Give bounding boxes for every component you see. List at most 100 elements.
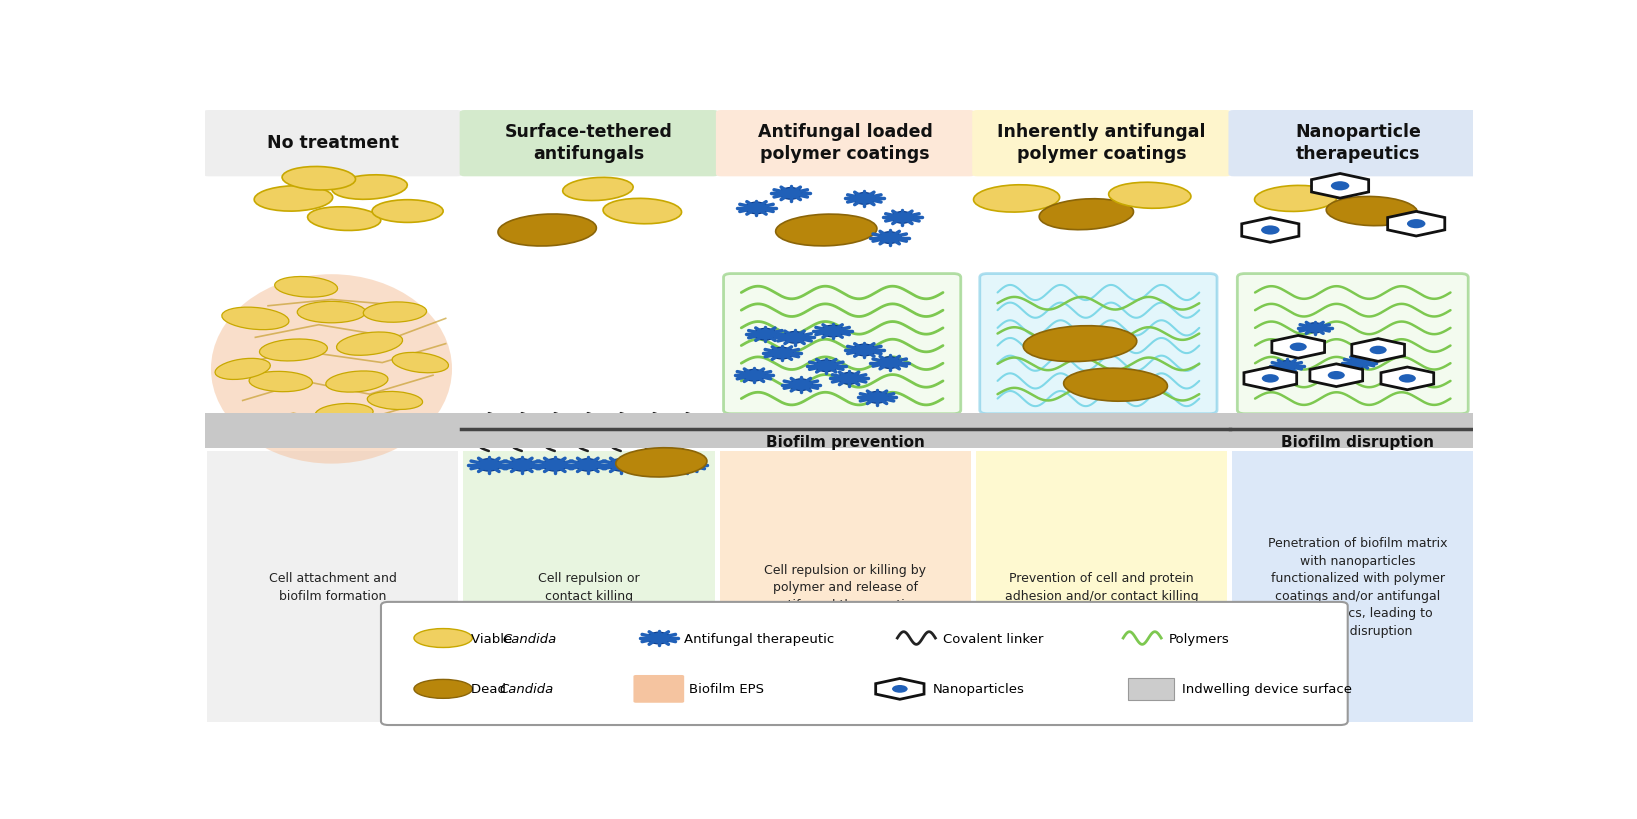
Polygon shape bbox=[1311, 174, 1369, 199]
FancyBboxPatch shape bbox=[972, 111, 1231, 177]
Text: Inherently antifungal
polymer coatings: Inherently antifungal polymer coatings bbox=[997, 123, 1206, 163]
Text: Candida: Candida bbox=[499, 682, 553, 695]
FancyBboxPatch shape bbox=[715, 111, 974, 177]
FancyBboxPatch shape bbox=[1128, 677, 1174, 700]
Circle shape bbox=[853, 193, 876, 205]
Circle shape bbox=[820, 326, 845, 337]
Ellipse shape bbox=[214, 359, 270, 380]
Text: Antifungal loaded
polymer coatings: Antifungal loaded polymer coatings bbox=[758, 123, 933, 163]
Circle shape bbox=[476, 459, 501, 472]
Polygon shape bbox=[1310, 364, 1362, 387]
Circle shape bbox=[609, 459, 634, 472]
Circle shape bbox=[1305, 324, 1324, 333]
Ellipse shape bbox=[211, 275, 452, 464]
Circle shape bbox=[853, 345, 876, 356]
Circle shape bbox=[1398, 374, 1416, 383]
Circle shape bbox=[1290, 343, 1306, 351]
Text: Biofilm disruption: Biofilm disruption bbox=[1282, 434, 1434, 450]
Ellipse shape bbox=[974, 186, 1059, 213]
Ellipse shape bbox=[308, 207, 381, 231]
Circle shape bbox=[866, 392, 889, 404]
Text: Prevention of cell and protein
adhesion and/or contact killing: Prevention of cell and protein adhesion … bbox=[1005, 572, 1198, 602]
FancyBboxPatch shape bbox=[1238, 274, 1468, 414]
Circle shape bbox=[892, 686, 907, 693]
Text: Cell repulsion or
contact killing: Cell repulsion or contact killing bbox=[539, 572, 640, 602]
Circle shape bbox=[769, 348, 794, 360]
Text: Nanoparticles: Nanoparticles bbox=[933, 682, 1025, 695]
FancyBboxPatch shape bbox=[205, 414, 1473, 448]
FancyBboxPatch shape bbox=[1233, 451, 1483, 722]
Circle shape bbox=[753, 329, 778, 341]
Ellipse shape bbox=[414, 680, 473, 699]
Circle shape bbox=[542, 459, 568, 472]
Polygon shape bbox=[1244, 368, 1297, 391]
Text: Dead: Dead bbox=[471, 682, 511, 695]
Circle shape bbox=[789, 379, 812, 391]
FancyBboxPatch shape bbox=[720, 451, 971, 722]
Ellipse shape bbox=[1039, 200, 1133, 230]
Text: Nanoparticle
therapeutics: Nanoparticle therapeutics bbox=[1295, 123, 1421, 163]
Circle shape bbox=[674, 459, 699, 472]
Ellipse shape bbox=[275, 277, 337, 298]
Circle shape bbox=[1277, 361, 1297, 372]
Ellipse shape bbox=[316, 404, 373, 423]
FancyBboxPatch shape bbox=[460, 111, 719, 177]
Text: Antifungal therapeutic: Antifungal therapeutic bbox=[684, 631, 835, 645]
Circle shape bbox=[1328, 372, 1346, 380]
Circle shape bbox=[891, 212, 913, 224]
Ellipse shape bbox=[367, 392, 422, 410]
Ellipse shape bbox=[254, 187, 332, 212]
FancyBboxPatch shape bbox=[981, 274, 1216, 414]
Circle shape bbox=[745, 203, 768, 215]
Text: Biofilm prevention: Biofilm prevention bbox=[766, 434, 925, 450]
Ellipse shape bbox=[776, 215, 877, 247]
Ellipse shape bbox=[563, 178, 634, 201]
FancyBboxPatch shape bbox=[203, 111, 462, 177]
Ellipse shape bbox=[332, 175, 408, 200]
Circle shape bbox=[838, 373, 861, 385]
Text: Polymers: Polymers bbox=[1169, 631, 1229, 645]
FancyBboxPatch shape bbox=[208, 451, 458, 722]
Circle shape bbox=[782, 332, 807, 344]
Text: Cell attachment and
biofilm formation: Cell attachment and biofilm formation bbox=[268, 572, 396, 602]
Ellipse shape bbox=[1326, 197, 1418, 226]
Circle shape bbox=[1406, 219, 1426, 229]
FancyBboxPatch shape bbox=[1228, 111, 1488, 177]
FancyBboxPatch shape bbox=[724, 274, 961, 414]
Polygon shape bbox=[1352, 339, 1405, 362]
FancyBboxPatch shape bbox=[634, 675, 684, 703]
Circle shape bbox=[815, 360, 838, 372]
Circle shape bbox=[742, 370, 766, 382]
Circle shape bbox=[779, 188, 802, 200]
Text: Surface-tethered
antifungals: Surface-tethered antifungals bbox=[506, 123, 673, 163]
Polygon shape bbox=[1382, 368, 1434, 391]
Circle shape bbox=[647, 632, 671, 644]
Circle shape bbox=[877, 233, 902, 244]
Text: Candida: Candida bbox=[503, 631, 557, 645]
Ellipse shape bbox=[223, 308, 288, 330]
Polygon shape bbox=[1242, 219, 1298, 243]
Circle shape bbox=[642, 459, 666, 472]
Circle shape bbox=[1349, 358, 1370, 369]
FancyBboxPatch shape bbox=[463, 451, 715, 722]
Ellipse shape bbox=[393, 353, 449, 373]
Ellipse shape bbox=[1254, 186, 1337, 212]
Ellipse shape bbox=[326, 372, 388, 392]
Circle shape bbox=[575, 459, 601, 472]
Ellipse shape bbox=[260, 340, 327, 361]
Circle shape bbox=[509, 459, 534, 472]
FancyBboxPatch shape bbox=[976, 451, 1228, 722]
Text: Covalent linker: Covalent linker bbox=[943, 631, 1043, 645]
Ellipse shape bbox=[282, 167, 355, 191]
Text: No treatment: No treatment bbox=[267, 133, 399, 152]
Ellipse shape bbox=[1023, 326, 1136, 362]
Ellipse shape bbox=[337, 333, 403, 356]
Ellipse shape bbox=[1108, 183, 1192, 209]
Ellipse shape bbox=[363, 302, 427, 323]
Text: Viable: Viable bbox=[471, 631, 517, 645]
Ellipse shape bbox=[616, 448, 707, 477]
Ellipse shape bbox=[249, 372, 313, 392]
Circle shape bbox=[1262, 374, 1278, 383]
Polygon shape bbox=[1272, 336, 1324, 359]
Ellipse shape bbox=[1064, 369, 1167, 401]
